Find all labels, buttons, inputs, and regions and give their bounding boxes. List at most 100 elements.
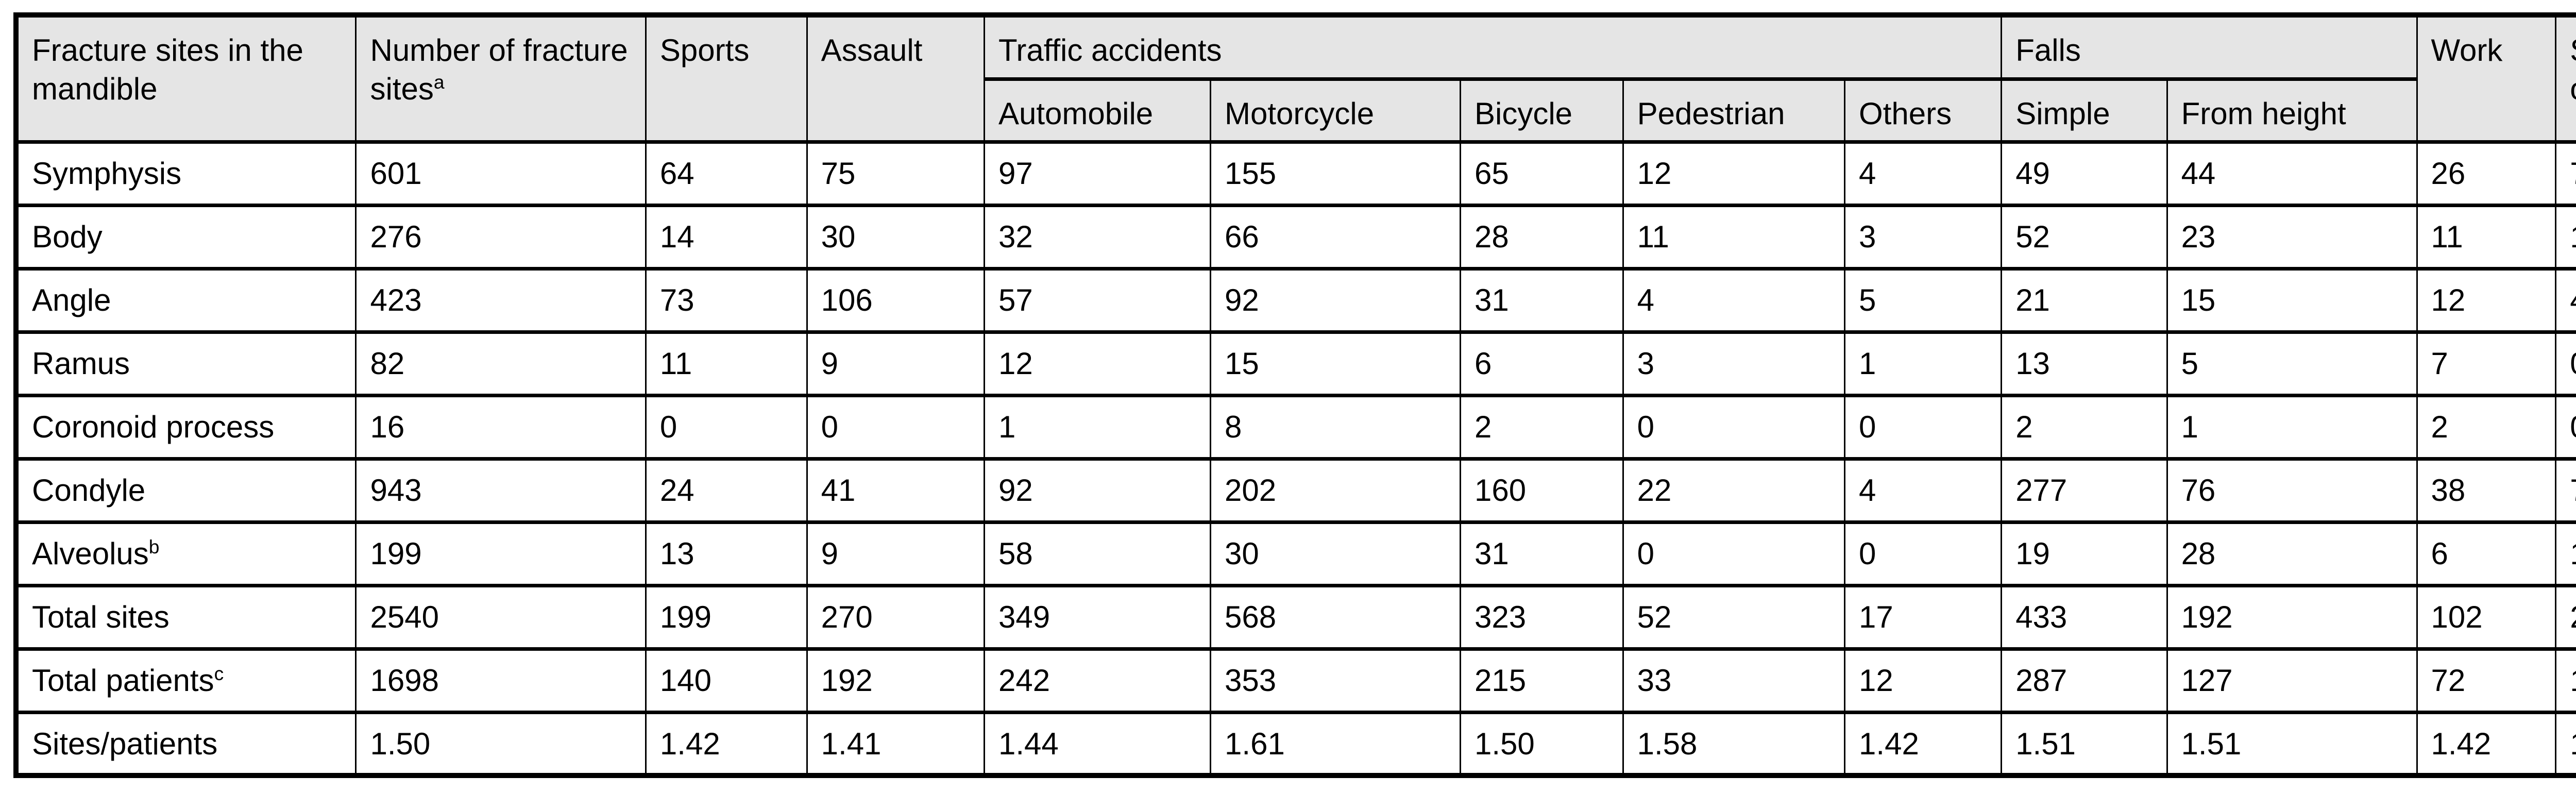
table-cell: 1.42 [1844,710,2003,778]
table-cell: 0 [2555,330,2576,397]
table-cell: 323 [1459,583,1624,651]
table-cell: 1 [2166,393,2418,461]
table-cell: 4 [1622,266,1846,334]
table-row: Body276143032662811352231115 [15,203,2576,271]
table-cell: 202 [1210,457,1461,524]
table-cell: 1.44 [983,710,1212,778]
row-label-sup: b [148,535,160,558]
table-cell: 0 [1622,393,1846,461]
header-from-height: From height [2166,77,2418,144]
table-cell: 73 [645,266,808,334]
table-cell: 72 [2416,647,2557,714]
row-label: Condyle [15,457,357,524]
table-cell: 1.50 [1459,710,1624,778]
table-cell: 20 [2555,583,2576,651]
header-falls-group: Falls [2001,13,2418,81]
table-cell: 7 [2555,457,2576,524]
table-cell: 6 [2416,520,2557,587]
header-others: Others [1844,77,2003,144]
row-label-text: Ramus [32,346,130,381]
table-cell: 58 [983,520,1212,587]
table-cell: 287 [2001,647,2168,714]
table-cell: 14 [645,203,808,271]
table-cell: 65 [1459,140,1624,207]
row-label: Symphysis [15,140,357,207]
table-cell: 0 [1622,520,1846,587]
table-cell: 64 [645,140,808,207]
table-cell: 155 [1210,140,1461,207]
table-cell: 16 [355,393,647,461]
table-cell: 22 [1622,457,1846,524]
row-label-text: Alveolus [32,536,149,571]
table-cell: 1 [983,393,1212,461]
row-label: Coronoid process [15,393,357,461]
table-cell: 31 [1459,266,1624,334]
table-cell: 5 [2166,330,2418,397]
table-cell: 1 [2555,203,2576,271]
table-cell: 568 [1210,583,1461,651]
table-cell: 8 [1210,393,1461,461]
table-cell: 0 [806,393,986,461]
table-cell: 192 [806,647,986,714]
header-fracture-sites: Fracture sites in the mandible [15,13,357,144]
table-cell: 7 [2555,140,2576,207]
row-label: Ramus [15,330,357,397]
table-cell: 215 [1459,647,1624,714]
table-row: Alveolusb199139583031001928614 [15,520,2576,587]
table-row: Sites/patients 1.50 1.42 1.41 1.44 1.61 1.50 1.… [15,710,2576,778]
header-number-of-fracture-sites: Number of fracture sitesa [355,13,647,144]
row-label-text: Total sites [32,599,170,634]
table-cell: 52 [2001,203,2168,271]
table-cell: 2 [1459,393,1624,461]
table-cell: 199 [355,520,647,587]
table-cell: 127 [2166,647,2418,714]
table-cell: 4 [2555,266,2576,334]
table-cell: 1.51 [2166,710,2418,778]
table-cell: 32 [983,203,1212,271]
row-label-text: Condyle [32,473,146,508]
header-row-2: Automobile Motorcycle Bicycle Pedestrian… [16,77,2576,144]
row-label: Body [15,203,357,271]
table-cell: 6 [1459,330,1624,397]
table-cell: 21 [2001,266,2168,334]
row-label-text: Body [32,219,103,254]
table-cell: 2 [2416,393,2557,461]
table-cell: 12 [2416,266,2557,334]
row-label: Angle [15,266,357,334]
table-cell: 11 [645,330,808,397]
table-header: Fracture sites in the mandible Number of… [15,13,2576,144]
table-cell: 192 [2166,583,2418,651]
table-cell: 28 [2166,520,2418,587]
table-cell: 31 [1459,520,1624,587]
header-sports: Sports [645,13,808,144]
header-striking-an-object: Striking an object [2555,13,2576,144]
table-cell: 9 [806,520,986,587]
header-work: Work [2416,13,2557,144]
table-body: Symphysis6016475971556512449442673Body27… [15,140,2576,778]
table-cell: 33 [1622,647,1846,714]
header-number-label: Number of fracture sites [370,33,628,106]
table-cell: 0 [2555,393,2576,461]
table-cell: 9 [806,330,986,397]
table-cell: 97 [983,140,1212,207]
table-cell: 1.61 [1210,710,1461,778]
table-cell: 423 [355,266,647,334]
table-cell: 4 [1844,140,2003,207]
row-label-sup: c [214,662,224,684]
table-cell: 353 [1210,647,1461,714]
header-bicycle: Bicycle [1459,77,1624,144]
table-cell: 44 [2166,140,2418,207]
table-cell: 106 [806,266,986,334]
row-label: Total sites [15,583,357,651]
table-cell: 199 [645,583,808,651]
table-cell: 28 [1459,203,1624,271]
header-traffic-accidents-group: Traffic accidents [983,13,2003,81]
table-cell: 12 [1622,140,1846,207]
table-cell: 1 [1844,330,2003,397]
table-cell: 4 [1844,457,2003,524]
table-cell: 160 [1459,457,1624,524]
table-cell: 57 [983,266,1212,334]
table-cell: 1 [2555,520,2576,587]
table-row: Condyle943244192202160224277763870 [15,457,2576,524]
table-cell: 140 [645,647,808,714]
